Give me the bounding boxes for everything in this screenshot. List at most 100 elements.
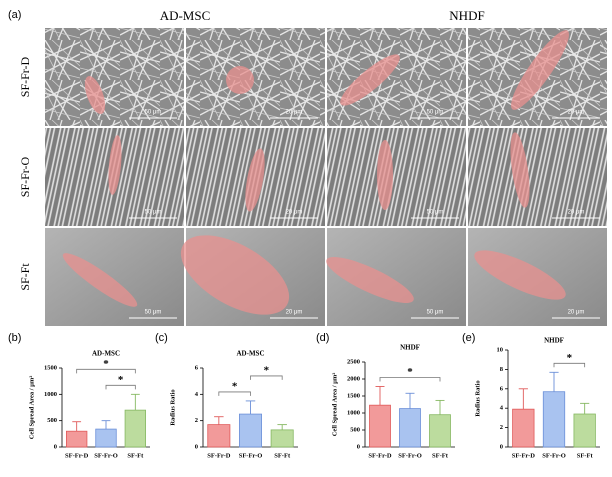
cell-overlay xyxy=(340,54,400,106)
x-tick-label: SF-Fr-D xyxy=(65,452,89,459)
scale-bar-label: 50 μm xyxy=(145,210,162,216)
significance-label: * xyxy=(118,374,124,386)
significance-label: * xyxy=(567,352,573,364)
cell-overlay xyxy=(84,76,106,114)
cell-overlay xyxy=(180,235,290,315)
row-label: SF-Fr-D xyxy=(18,56,32,97)
significance-label: * xyxy=(407,366,413,378)
significance-label: * xyxy=(232,380,238,392)
y-tick-label: 2500 xyxy=(347,358,360,365)
y-tick-label: 500 xyxy=(47,417,57,424)
significance-bracket xyxy=(250,375,283,380)
bar xyxy=(399,408,421,448)
panel-label: (c) xyxy=(155,332,168,344)
sem-image xyxy=(327,128,466,226)
x-tick-label: SF-Fr-O xyxy=(542,452,566,459)
y-tick-label: 0 xyxy=(500,443,503,450)
bar xyxy=(369,404,391,448)
x-tick-label: SF-Ft xyxy=(127,452,144,459)
y-tick-label: 1000 xyxy=(44,391,57,398)
scale-bar-label: 20 μm xyxy=(286,110,303,116)
scale-bar-label: 20 μm xyxy=(568,310,585,316)
cell-overlay xyxy=(511,30,569,110)
sem-image xyxy=(45,228,184,326)
scale-bar-label: 50 μm xyxy=(427,310,444,316)
bar xyxy=(429,414,451,448)
y-tick-label: 4 xyxy=(195,391,199,398)
x-tick-label: SF-Ft xyxy=(274,452,291,459)
cell-overlay xyxy=(108,135,122,195)
x-tick-label: SF-Ft xyxy=(432,452,449,459)
scale-bar-label: 20 μm xyxy=(286,210,303,216)
bar xyxy=(542,391,566,448)
y-tick-label: 500 xyxy=(350,426,360,433)
chart-title: AD-MSC xyxy=(237,350,265,358)
y-tick-label: 0 xyxy=(54,443,57,450)
y-axis-label: Cell Spread Area / μm² xyxy=(28,376,35,440)
bar xyxy=(270,429,294,448)
scale-bar-label: 50 μm xyxy=(427,210,444,216)
x-tick-label: SF-Fr-O xyxy=(239,452,263,459)
y-tick-label: 0 xyxy=(357,443,360,450)
y-axis-label: Cell Spread Area / μm² xyxy=(331,373,338,437)
y-tick-label: 2 xyxy=(500,424,503,431)
x-tick-label: SF-Fr-D xyxy=(207,452,231,459)
chart-title: AD-MSC xyxy=(92,350,120,358)
panel-label: (b) xyxy=(8,332,21,344)
scale-bar-label: 20 μm xyxy=(568,210,585,216)
bar xyxy=(207,424,231,448)
y-tick-label: 1500 xyxy=(44,364,57,371)
y-tick-label: 2 xyxy=(195,417,198,424)
cell-overlay xyxy=(474,250,566,300)
sem-image xyxy=(45,28,184,126)
scale-bar-label: 50 μm xyxy=(427,110,444,116)
scale-bar-label: 50 μm xyxy=(145,310,162,316)
bar xyxy=(95,428,117,448)
column-header: AD-MSC xyxy=(160,8,211,23)
significance-label: * xyxy=(264,364,270,376)
scale-bar-label: 20 μm xyxy=(286,310,303,316)
row-label: SF-Ft xyxy=(18,263,32,291)
cell-overlay xyxy=(62,253,138,307)
y-tick-label: 6 xyxy=(195,364,199,371)
x-tick-label: SF-Fr-O xyxy=(94,452,118,459)
y-tick-label: 1000 xyxy=(347,409,360,416)
cell-overlay xyxy=(226,66,254,94)
scale-bar-label: 20 μm xyxy=(568,110,585,116)
y-tick-label: 1500 xyxy=(347,392,360,399)
y-tick-label: 4 xyxy=(500,405,504,412)
cell-overlay xyxy=(377,140,393,210)
significance-bracket xyxy=(76,368,136,374)
significance-bracket xyxy=(379,377,441,382)
significance-bracket xyxy=(553,362,586,368)
chart-title: NHDF xyxy=(400,344,420,352)
chart-title: NHDF xyxy=(544,337,564,345)
y-tick-label: 8 xyxy=(500,366,504,373)
scale-bar-label: 50 μm xyxy=(145,110,162,116)
panel-label: (d) xyxy=(316,332,329,344)
y-tick-label: 2000 xyxy=(347,375,360,382)
panel-label: (a) xyxy=(8,9,21,21)
y-axis-label: Radius Ratio xyxy=(169,389,176,425)
x-tick-label: SF-Ft xyxy=(577,452,594,459)
y-axis-label: Radius Ratio xyxy=(474,380,481,416)
cell-overlay xyxy=(326,256,414,304)
column-header: NHDF xyxy=(449,8,484,23)
sem-image xyxy=(186,28,325,126)
y-tick-label: 0 xyxy=(195,443,198,450)
row-label: SF-Fr-O xyxy=(18,156,32,197)
bar xyxy=(124,409,146,448)
panel-label: (e) xyxy=(462,332,475,344)
x-tick-label: SF-Fr-D xyxy=(368,452,392,459)
significance-label: * xyxy=(103,358,109,370)
sem-image xyxy=(327,28,466,126)
x-tick-label: SF-Fr-D xyxy=(512,452,536,459)
significance-bracket xyxy=(218,391,251,396)
y-tick-label: 6 xyxy=(500,385,504,392)
cell-overlay xyxy=(245,148,265,212)
bar xyxy=(66,430,88,448)
significance-bracket xyxy=(105,384,136,390)
bar xyxy=(512,408,535,448)
cell-overlay xyxy=(510,132,530,208)
